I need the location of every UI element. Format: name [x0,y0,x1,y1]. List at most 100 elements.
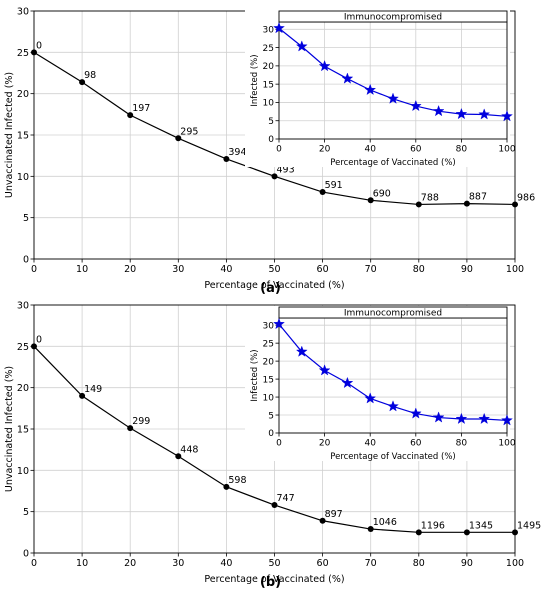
data-label: 295 [180,126,198,137]
main-tick-label-x: 50 [268,264,280,275]
main-tick-label-x: 10 [76,264,88,275]
data-label: 493 [277,164,295,175]
main-tick-label-x: 80 [413,558,425,569]
inset-tick-label-y: 25 [263,44,274,54]
main-tick-label-y: 5 [23,507,29,518]
main-tick-label-y: 20 [17,383,29,394]
inset-tick-label-y: 15 [263,80,274,90]
main-data-point [415,529,422,536]
inset-data-point [318,60,331,72]
inset-tick-label-y: 20 [263,357,275,367]
inset-data-point [387,92,399,104]
inset-chart: 0 20 40 60 80 100 0 5 10 15 20 25 30 Percentage of Va… [245,306,516,462]
main-tick-label-x: 100 [506,264,524,275]
data-label: 98 [84,70,96,81]
inset-tick-label-x: 20 [319,145,331,155]
main-tick-label-x: 0 [31,264,37,275]
inset-title: Immunocompromised [344,309,442,319]
data-label: 394 [228,147,246,158]
main-tick-label-y: 25 [17,342,29,353]
inset-data-point [478,108,491,120]
main-data-point [175,453,182,460]
inset-data-point [455,107,468,120]
main-tick-label-x: 80 [413,264,425,275]
main-tick-label-x: 50 [268,558,280,569]
inset-y-axis-label: Infected (%) [250,54,260,106]
data-label: 690 [373,188,391,199]
inset-tick-label-x: 0 [276,439,282,449]
inset-data-point [341,72,354,84]
main-data-point [512,529,518,536]
inset-data-point [432,105,445,117]
inset-data-point [364,83,377,96]
inset-tick-label-x: 60 [410,439,422,449]
main-tick-label-y: 20 [17,89,29,100]
main-data-point [367,526,374,533]
inset-tick-label-y: 5 [268,117,274,127]
data-label: 1495 [517,520,541,531]
main-tick-label-x: 90 [461,558,473,569]
inset-data-point [432,411,445,423]
main-data-point [415,201,422,208]
inset-tick-label-y: 20 [263,62,275,72]
main-data-point [319,189,326,196]
inset-data-point [387,400,399,412]
inset-x-axis-label: Percentage of Vaccinated (%) [330,158,455,168]
main-x-axis-label: Percentage of Vaccinated (%) [204,280,344,291]
inset-tick-label-x: 80 [456,439,468,449]
inset-data-point [318,364,331,376]
inset-tick-label-y: 30 [263,321,275,331]
main-frame [33,304,516,554]
main-y-axis-label: Unvaccinated Infected (%) [4,366,15,492]
main-data-point [79,79,86,86]
inset-data-point [273,22,285,34]
inset-tick-label-y: 10 [263,393,275,403]
main-data-point [127,112,134,119]
inset-tick-label-y: 30 [263,26,275,36]
main-data-point [271,173,278,180]
main-data-point [271,502,278,509]
data-label: 0 [36,40,42,51]
main-data-point [223,155,230,162]
data-label: 1046 [373,517,397,528]
inset-tick-label-x: 40 [364,439,376,449]
main-tick-label-x: 100 [506,558,524,569]
inset-data-point [364,392,377,404]
inset-tick-label-y: 5 [268,411,274,421]
main-tick-label-x: 40 [220,558,232,569]
data-label: 149 [84,384,102,395]
inset-tick-label-y: 0 [268,135,274,145]
data-label: 986 [517,192,535,203]
main-tick-label-x: 40 [220,264,232,275]
data-label: 747 [277,493,295,504]
panel-caption: (a) [260,281,281,296]
main-tick-label-y: 0 [23,254,29,265]
inset-tick-label-x: 60 [410,145,422,155]
data-label: 197 [132,103,150,114]
inset-data-point [295,345,308,357]
main-tick-label-x: 60 [317,558,329,569]
main-x-axis-label: Percentage of Vaccinated (%) [204,574,344,585]
main-data-point [367,197,374,204]
panel-caption: (b) [260,575,281,590]
inset-tick-label-x: 20 [319,439,331,449]
main-data-point [223,483,230,490]
main-data-point [31,343,37,350]
inset-data-point [455,412,468,424]
inset-plot-area [279,318,507,433]
inset-data-point [478,412,491,424]
main-y-axis-label: Unvaccinated Infected (%) [4,72,15,198]
data-label: 1196 [421,520,445,531]
main-tick-label-x: 20 [124,558,136,569]
inset-tick-label-y: 0 [268,429,274,439]
inset-tick-label-y: 25 [263,339,274,349]
inset-tick-label-x: 100 [498,145,515,155]
main-tick-label-x: 0 [31,558,37,569]
main-tick-label-x: 10 [76,558,88,569]
inset-y-axis-label: Infected (%) [250,349,260,401]
data-label: 591 [325,180,343,191]
chart-panel-b: 0 10 20 30 40 50 60 70 80 90 100051015202530Percen… [4,300,541,590]
inset-tick-label-x: 80 [456,145,468,155]
data-label: 1345 [469,520,493,531]
inset-title-box [278,306,508,319]
